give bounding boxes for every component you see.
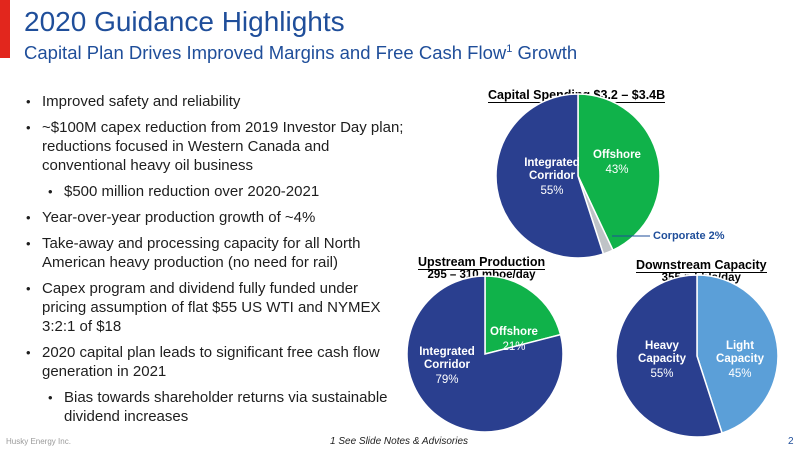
pie-slice-offshore bbox=[577, 93, 661, 252]
bullet-list: Improved safety and reliability ~$100M c… bbox=[26, 92, 406, 433]
page-subtitle: Capital Plan Drives Improved Margins and… bbox=[24, 42, 577, 64]
slice-label-integrated-corridor: Integrated Corridor 79% bbox=[419, 346, 475, 386]
slice-label-offshore: Offshore 21% bbox=[490, 326, 538, 353]
slice-label-corporate: Corporate 2% bbox=[653, 230, 725, 242]
slice-label-light-capacity: Light Capacity 45% bbox=[716, 340, 765, 380]
footnote: 1 See Slide Notes & Advisories bbox=[330, 436, 469, 447]
bullet-item: ~$100M capex reduction from 2019 Investo… bbox=[26, 118, 406, 175]
page-title: 2020 Guidance Highlights bbox=[24, 6, 345, 37]
slice-label-integrated-corridor: Integrated Corridor 55% bbox=[524, 157, 580, 197]
bullet-item: Take-away and processing capacity for al… bbox=[26, 234, 406, 272]
upstream-subtitle-text: 295 – 310 mboe/day bbox=[427, 269, 536, 281]
pie-slice-integrated-corridor bbox=[495, 93, 605, 259]
downstream-title-text: Downstream Capacity bbox=[636, 258, 767, 273]
upstream-title-text: Upstream Production bbox=[418, 255, 546, 270]
page-number: 2 bbox=[788, 436, 794, 447]
subtitle-footnote-marker: 1 bbox=[506, 42, 513, 55]
pie-slice-integrated-corridor bbox=[406, 275, 564, 433]
bullet-item: Capex program and dividend fully funded … bbox=[26, 279, 406, 336]
bullet-item: Improved safety and reliability bbox=[26, 92, 406, 111]
pie-slice-offshore bbox=[484, 275, 562, 355]
company-name: Husky Energy Inc. bbox=[6, 437, 71, 446]
accent-bar bbox=[0, 0, 10, 58]
pie-slice-light-capacity bbox=[696, 274, 779, 434]
sub-bullet-item: Bias towards shareholder returns via sus… bbox=[48, 388, 406, 426]
upstream-production-chart-title: Upstream Production 295 – 310 mboe/day bbox=[418, 255, 546, 281]
subtitle-text: Capital Plan Drives Improved Margins and… bbox=[24, 42, 507, 63]
bullet-item: 2020 capital plan leads to significant f… bbox=[26, 343, 406, 381]
pie-slice-heavy-capacity bbox=[615, 274, 723, 438]
slice-label-heavy-capacity: Heavy Capacity 55% bbox=[638, 340, 687, 380]
sub-bullet-item: $500 million reduction over 2020-2021 bbox=[48, 182, 406, 201]
slice-label-offshore: Offshore 43% bbox=[593, 149, 641, 176]
subtitle-tail: Growth bbox=[512, 42, 578, 63]
bullet-item: Year-over-year production growth of ~4% bbox=[26, 208, 406, 227]
